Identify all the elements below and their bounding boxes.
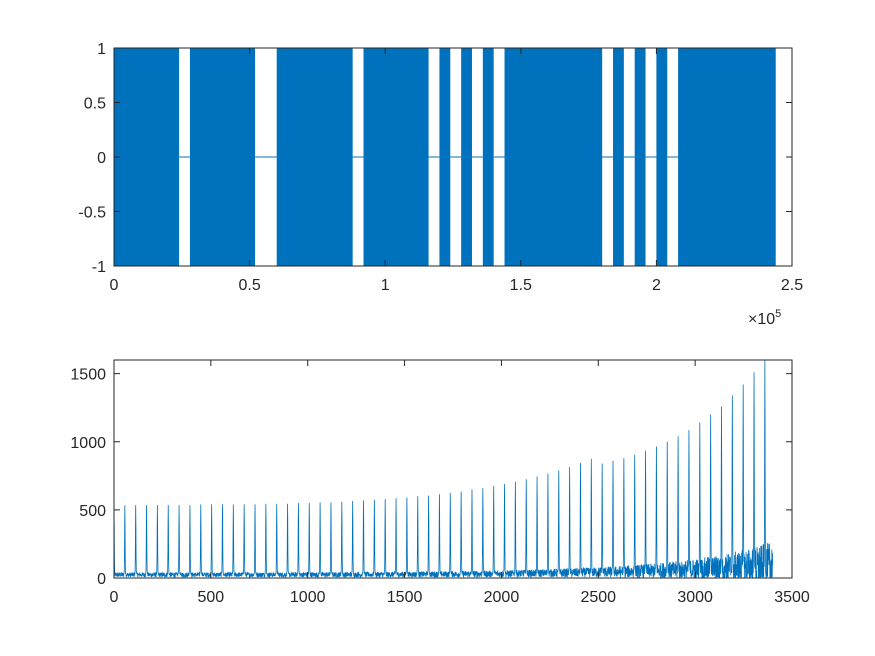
y-tick-label: -1: [92, 259, 106, 276]
signal-segment: [656, 48, 668, 266]
signal-segment: [439, 48, 451, 266]
bottom-axes-box: [113, 359, 793, 579]
signal-segment: [634, 48, 646, 266]
x-tick-label: 0: [110, 277, 119, 294]
y-tick-label: 1000: [70, 435, 106, 452]
y-tick-label: 0: [97, 571, 106, 588]
y-tick-label: 1500: [70, 367, 106, 384]
x-tick-label: 3000: [677, 589, 713, 606]
x-tick-label: 2000: [484, 589, 520, 606]
top-plot-area: [114, 48, 776, 266]
y-tick-label: -0.5: [78, 205, 106, 222]
top-axes: 0 0.5 1 1.5 2 2.5 -1 -0.5 0 0.5 1 ×105: [78, 41, 803, 328]
spectrum-line: [113, 359, 774, 580]
signal-segment: [678, 48, 776, 266]
signal-segment: [482, 48, 494, 266]
signal-segment: [276, 48, 353, 266]
signal-segment: [363, 48, 429, 266]
x-tick-label: 3500: [774, 589, 810, 606]
y-tick-label: 0: [97, 150, 106, 167]
x-tick-label: 1: [381, 277, 390, 294]
x-tick-label: 2500: [580, 589, 616, 606]
signal-segment: [504, 48, 603, 266]
x-tick-label: 1500: [387, 589, 423, 606]
x-tick-label: 2: [652, 277, 661, 294]
x-tick-label: 1.5: [510, 277, 532, 294]
x-tick-label: 2.5: [781, 277, 803, 294]
signal-segment: [189, 48, 256, 266]
bottom-axes: 0 500 1000 1500 2000 2500 3000 3500 0 500 1000 1500: [70, 359, 810, 606]
x-tick-label: 500: [198, 589, 225, 606]
signal-segment: [613, 48, 624, 266]
y-tick-label: 0.5: [84, 96, 106, 113]
x-exponent-base: ×10: [748, 311, 775, 328]
top-ticks: 0 0.5 1 1.5 2 2.5 -1 -0.5 0 0.5 1: [78, 41, 803, 294]
signal-segment: [114, 48, 180, 266]
x-exponent-label: ×105: [748, 308, 781, 328]
x-tick-label: 1000: [290, 589, 326, 606]
y-tick-label: 500: [79, 503, 106, 520]
signal-segment: [461, 48, 472, 266]
bottom-ticks: 0 500 1000 1500 2000 2500 3000 3500 0 500 1000 1500: [70, 360, 810, 606]
bottom-plot-area: [113, 359, 774, 580]
x-exponent-power: 5: [775, 308, 781, 320]
x-tick-label: 0: [110, 589, 119, 606]
top-axes-box: [113, 47, 793, 267]
x-tick-label: 0.5: [238, 277, 260, 294]
y-tick-label: 1: [97, 41, 106, 58]
